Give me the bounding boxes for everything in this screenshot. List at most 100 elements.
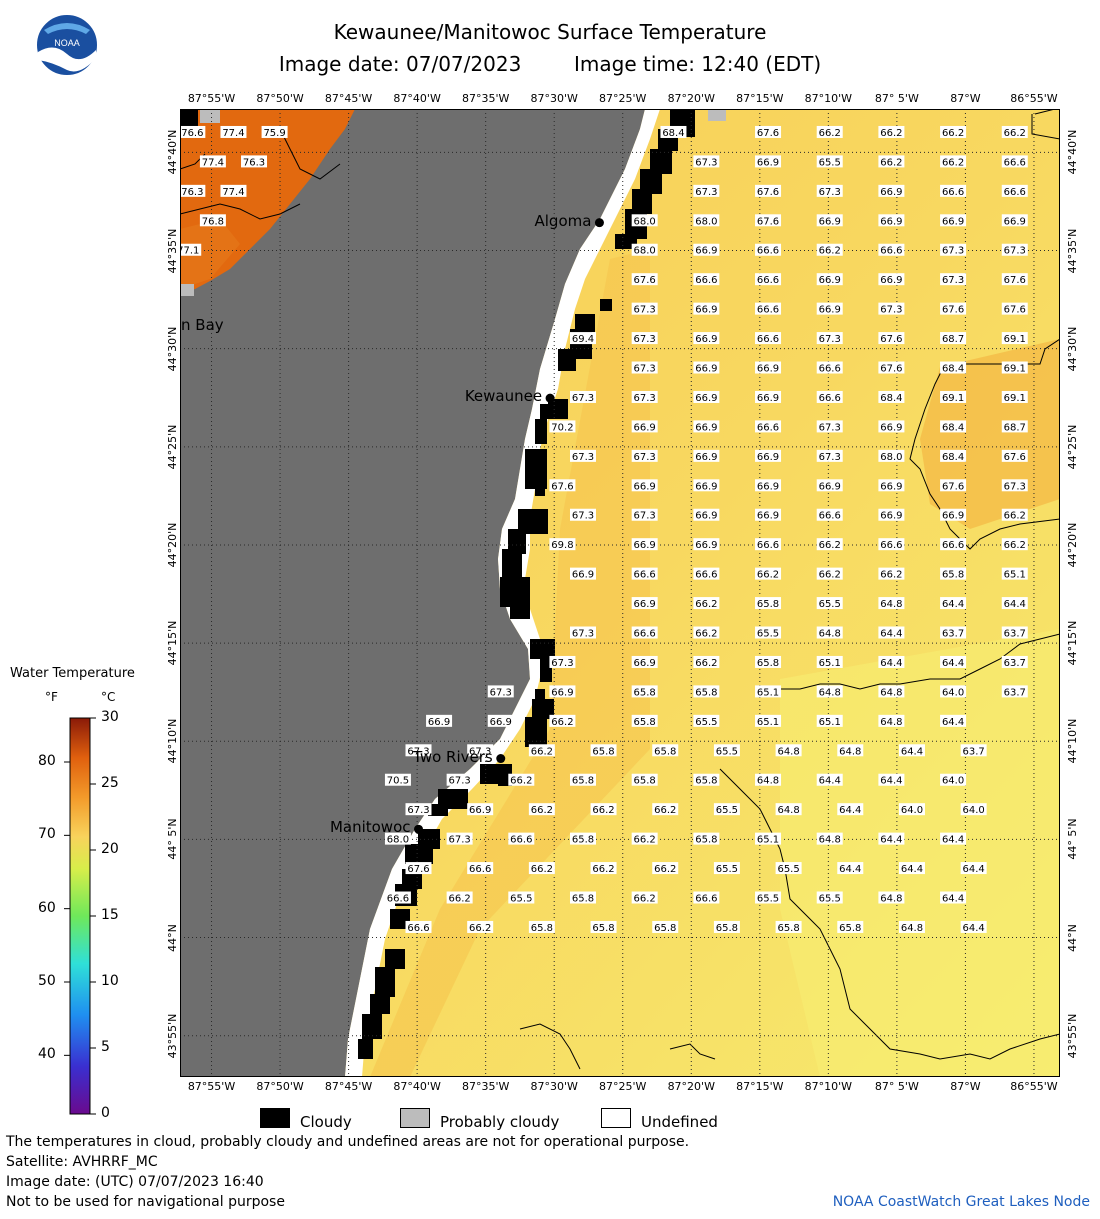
probably-cloudy-swatch — [400, 1108, 430, 1128]
temperature-value: 66.6 — [1001, 155, 1028, 168]
svg-text:76.6: 76.6 — [181, 128, 203, 139]
svg-text:69.1: 69.1 — [1004, 393, 1026, 404]
longitude-tick-label: 87°55'W — [187, 92, 236, 105]
temperature-value: 64.4 — [816, 773, 843, 787]
temperature-value: 66.9 — [693, 479, 720, 492]
image-time: Image time: 12:40 (EDT) — [574, 52, 822, 76]
temperature-value: 66.2 — [755, 567, 782, 581]
temperature-value: 66.2 — [878, 125, 905, 139]
fahrenheit-tick-label: 70 — [38, 826, 56, 843]
svg-text:67.6: 67.6 — [880, 364, 902, 375]
temperature-value: 66.2 — [528, 744, 555, 757]
svg-text:66.9: 66.9 — [942, 216, 964, 227]
svg-text:67.3: 67.3 — [880, 305, 902, 316]
svg-text:65.5: 65.5 — [819, 599, 841, 610]
footer-disclaimer: The temperatures in cloud, probably clou… — [6, 1134, 690, 1150]
footer-navigation-note: Not to be used for navigational purpose — [6, 1194, 285, 1210]
celsius-tick-label: 0 — [101, 1105, 110, 1121]
temperature-value: 64.0 — [940, 773, 967, 787]
temperature-values: 76.6 77.4 75.9 77.4 76.3 76.3 77.4 76.8 77.1 68.4… — [180, 125, 1028, 934]
svg-text:66.2: 66.2 — [942, 157, 964, 168]
temperature-value: 66.2 — [631, 891, 658, 905]
temperature-value: 66.6 — [755, 302, 782, 316]
temperature-value: 66.6 — [878, 538, 905, 551]
svg-text:66.2: 66.2 — [469, 923, 491, 934]
temperature-value: 67.3 — [631, 449, 658, 463]
legend-unit-c: °C — [101, 690, 116, 704]
latitude-tick-label: 44°20'N — [166, 522, 179, 568]
svg-text:64.4: 64.4 — [963, 923, 985, 934]
celsius-tick-label: 25 — [101, 775, 119, 791]
latitude-tick-label: 44° 5'N — [166, 818, 179, 861]
svg-text:64.4: 64.4 — [901, 746, 923, 757]
temperature-value: 64.8 — [878, 685, 905, 698]
svg-text:66.2: 66.2 — [654, 864, 676, 875]
temperature-value: 67.3 — [940, 243, 967, 257]
latitude-tick-label: 43°55'N — [1066, 1013, 1079, 1059]
svg-text:64.8: 64.8 — [777, 805, 799, 816]
temperature-value: 66.6 — [940, 184, 967, 198]
temperature-value: 64.4 — [878, 626, 905, 640]
svg-text:66.2: 66.2 — [880, 157, 902, 168]
temperature-value: 66.9 — [549, 685, 576, 698]
svg-text:65.8: 65.8 — [716, 923, 738, 934]
temperature-value: 69.8 — [549, 538, 576, 551]
svg-text:67.3: 67.3 — [634, 364, 656, 375]
temperature-value: 66.2 — [1001, 538, 1028, 551]
svg-text:66.2: 66.2 — [1004, 511, 1026, 522]
svg-text:76.8: 76.8 — [202, 216, 224, 227]
temperature-value: 66.6 — [755, 332, 782, 345]
svg-text:66.2: 66.2 — [695, 599, 717, 610]
latitude-tick-label: 44°30'N — [1066, 326, 1079, 372]
svg-text:67.3: 67.3 — [407, 746, 429, 757]
undefined-swatch — [601, 1108, 631, 1128]
svg-text:67.3: 67.3 — [634, 511, 656, 522]
temperature-value: 65.1 — [755, 714, 782, 728]
temperature-value: 66.2 — [878, 155, 905, 168]
svg-text:64.4: 64.4 — [1004, 599, 1026, 610]
temperature-value: 65.5 — [775, 862, 802, 875]
svg-text:70.5: 70.5 — [387, 776, 409, 787]
temperature-value: 64.4 — [960, 862, 987, 875]
temperature-value: 66.2 — [878, 567, 905, 581]
svg-text:64.4: 64.4 — [819, 776, 841, 787]
city-marker — [496, 754, 506, 764]
svg-text:66.9: 66.9 — [880, 187, 902, 198]
temperature-value: 69.4 — [569, 332, 596, 345]
svg-text:66.9: 66.9 — [695, 511, 717, 522]
latitude-tick-label: 44°40'N — [1066, 130, 1079, 175]
svg-text:67.3: 67.3 — [407, 805, 429, 816]
svg-text:66.2: 66.2 — [880, 570, 902, 581]
temperature-value: 67.6 — [755, 125, 782, 139]
svg-text:66.6: 66.6 — [819, 511, 841, 522]
temperature-value: 66.6 — [816, 508, 843, 522]
temperature-value: 67.3 — [631, 390, 658, 404]
svg-text:64.8: 64.8 — [819, 835, 841, 846]
svg-text:68.4: 68.4 — [880, 393, 902, 404]
temperature-value: 67.6 — [1001, 449, 1028, 463]
svg-text:65.8: 65.8 — [695, 835, 717, 846]
latitude-tick-label: 43°55'N — [166, 1013, 179, 1059]
temperature-value: 64.4 — [898, 862, 925, 875]
temperature-value: 66.2 — [816, 538, 843, 551]
svg-text:66.9: 66.9 — [695, 246, 717, 257]
svg-text:66.2: 66.2 — [942, 128, 964, 139]
temperature-value: 66.9 — [755, 508, 782, 522]
latitude-tick-label: 44°N — [166, 923, 179, 952]
svg-text:65.5: 65.5 — [819, 157, 841, 168]
svg-text:66.9: 66.9 — [695, 305, 717, 316]
svg-text:66.6: 66.6 — [695, 570, 717, 581]
svg-text:66.6: 66.6 — [942, 187, 964, 198]
svg-text:64.4: 64.4 — [880, 658, 902, 669]
svg-text:67.3: 67.3 — [942, 275, 964, 286]
svg-text:67.3: 67.3 — [448, 776, 470, 787]
temperature-value: 68.0 — [631, 243, 658, 257]
temperature-value: 67.6 — [940, 302, 967, 316]
svg-text:65.5: 65.5 — [777, 864, 799, 875]
temperature-value: 66.9 — [631, 479, 658, 492]
temperature-value: 67.6 — [1001, 273, 1028, 286]
svg-text:66.9: 66.9 — [819, 216, 841, 227]
svg-text:66.2: 66.2 — [531, 864, 553, 875]
svg-text:68.0: 68.0 — [634, 216, 656, 227]
svg-text:63.7: 63.7 — [963, 746, 985, 757]
